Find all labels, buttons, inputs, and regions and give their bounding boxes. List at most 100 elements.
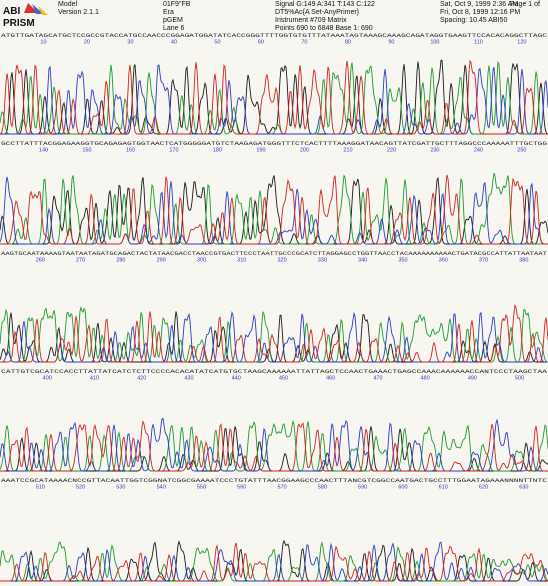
spacing-info: Spacing: 10.45 ABI50: [440, 17, 508, 24]
base-position-tick: 90: [388, 40, 394, 46]
base-position-tick: 530: [116, 485, 125, 491]
sample-name: 01F9"FB: [163, 1, 191, 8]
base-position-tick: 620: [479, 485, 488, 491]
base-position-tick: 190: [256, 148, 265, 154]
base-position-tick: 40: [171, 40, 177, 46]
base-position-tick: 460: [326, 376, 335, 382]
base-position-tick: 430: [184, 376, 193, 382]
trace-panel-2: GCCTTATTTACGGAGAAGGTGCAGAGAGTGGTAACTCATG…: [0, 139, 548, 249]
signal-info: Signal G:149 A:341 T:143 C:122 DT5%Ac{A …: [275, 1, 375, 33]
base-position-tick: 570: [277, 485, 286, 491]
base-call-sequence: ATGTTGATAGCATGCTCCGCCGTACCATGCCAACCCGGAG…: [1, 33, 547, 39]
base-call-sequence: AAGTGCAATAAAAGTAATAATAGATGCAGACTACTATAAC…: [1, 251, 547, 257]
base-position-tick: 120: [517, 40, 526, 46]
base-position-tick: 160: [126, 148, 135, 154]
page-number: Page 1 of: [510, 1, 540, 8]
base-call-sequence: GCCTTATTTACGGAGAAGGTGCAGAGAGTGGTAACTCATG…: [1, 141, 547, 147]
base-position-tick: 280: [116, 258, 125, 264]
base-position-tick: 260: [36, 258, 45, 264]
base-position-tick: 80: [345, 40, 351, 46]
base-position-tick: 360: [439, 258, 448, 264]
trace-line-t: [0, 420, 548, 472]
run-dates: Sat, Oct 9, 1999 2:36 AM Fri, Oct 8, 199…: [440, 1, 520, 25]
base-call-sequence: AAATCCGCATAAAACNCCGTTACAATTGGTCGGNATCGGC…: [1, 478, 547, 484]
trace-line-a: [0, 419, 548, 472]
base-position-tick: 270: [76, 258, 85, 264]
base-position-tick: 440: [232, 376, 241, 382]
trace-panel-4: CATTGTCGCATCCACCTTATTATCATCTCTTCCCCACACA…: [0, 367, 548, 476]
sample-info: 01F9"FB Era pGEM Lane 6: [163, 1, 190, 33]
abi-prism-logo: ABI PRISM: [3, 3, 48, 28]
base-position-tick: 450: [279, 376, 288, 382]
base-position-tick: 410: [90, 376, 99, 382]
trace-panel-3: AAGTGCAATAAAAGTAATAATAGATGCAGACTACTATAAC…: [0, 249, 548, 367]
trace-line-a: [0, 172, 548, 245]
points-range: Points 690 to 6848 Base 1: 690: [275, 25, 373, 32]
sample-user: Era: [163, 9, 174, 16]
base-position-tick: 420: [137, 376, 146, 382]
trace-line-g: [0, 175, 548, 245]
base-position-tick: 330: [318, 258, 327, 264]
logo-text-prism: PRISM: [3, 18, 35, 28]
trace-panel-5: AAATCCGCATAAAACNCCGTTACAATTGGTCGGNATCGGC…: [0, 476, 548, 586]
base-position-tick: 180: [213, 148, 222, 154]
base-position-tick: 470: [373, 376, 382, 382]
base-position-tick: 300: [197, 258, 206, 264]
base-position-tick: 580: [318, 485, 327, 491]
base-position-tick: 540: [157, 485, 166, 491]
logo-text-abi: ABI: [3, 6, 20, 17]
trace-line-g: [0, 59, 548, 135]
sample-template: pGEM: [163, 17, 183, 24]
trace-line-t: [0, 304, 548, 363]
base-position-tick: 170: [169, 148, 178, 154]
base-position-tick: 100: [430, 40, 439, 46]
trace-line-t: [0, 59, 548, 135]
base-position-tick: 600: [398, 485, 407, 491]
base-position-tick: 230: [430, 148, 439, 154]
base-position-tick: 610: [439, 485, 448, 491]
base-position-tick: 320: [277, 258, 286, 264]
base-position-tick: 560: [237, 485, 246, 491]
base-position-tick: 70: [301, 40, 307, 46]
base-position-tick: 550: [197, 485, 206, 491]
base-position-tick: 240: [474, 148, 483, 154]
base-position-tick: 340: [358, 258, 367, 264]
dye-set: DT5%Ac{A Set-AnyPrimer}: [275, 9, 360, 16]
base-position-tick: 30: [127, 40, 133, 46]
base-position-tick: 520: [76, 485, 85, 491]
base-position-tick: 490: [468, 376, 477, 382]
base-position-tick: 310: [237, 258, 246, 264]
base-position-tick: 630: [519, 485, 528, 491]
base-position-tick: 380: [519, 258, 528, 264]
base-position-tick: 350: [398, 258, 407, 264]
base-call-sequence: CATTGTCGCATCCACCTTATTATCATCTCTTCCCCACACA…: [1, 369, 548, 375]
base-position-tick: 500: [515, 376, 524, 382]
run-date-1: Sat, Oct 9, 1999 2:36 AM: [440, 1, 519, 8]
instrument-matrix: Instrument #709 Matrix: [275, 17, 347, 24]
printout-header: ABI PRISM Model Version 2.1.1 01F9"FB Er…: [0, 0, 548, 33]
base-position-tick: 370: [479, 258, 488, 264]
trace-line-t: [0, 542, 548, 582]
base-position-tick: 250: [517, 148, 526, 154]
base-position-tick: 590: [358, 485, 367, 491]
base-position-tick: 150: [82, 148, 91, 154]
model-label: Model: [58, 1, 78, 8]
base-position-tick: 140: [39, 148, 48, 154]
base-position-tick: 510: [36, 485, 45, 491]
trace-line-c: [0, 310, 548, 363]
run-date-2: Fri, Oct 8, 1999 12:16 PM: [440, 9, 521, 16]
base-position-tick: 480: [421, 376, 430, 382]
base-position-tick: 50: [214, 40, 220, 46]
sample-lane: Lane 6: [163, 25, 185, 32]
base-position-tick: 210: [343, 148, 352, 154]
trace-line-c: [0, 418, 548, 472]
trace-line-c: [0, 541, 548, 582]
base-position-tick: 220: [387, 148, 396, 154]
base-position-tick: 400: [43, 376, 52, 382]
model-info: Model Version 2.1.1: [58, 1, 99, 17]
model-version: Version 2.1.1: [58, 9, 99, 16]
signal-strengths: Signal G:149 A:341 T:143 C:122: [275, 1, 375, 8]
trace-line-c: [0, 176, 548, 245]
base-position-tick: 200: [300, 148, 309, 154]
